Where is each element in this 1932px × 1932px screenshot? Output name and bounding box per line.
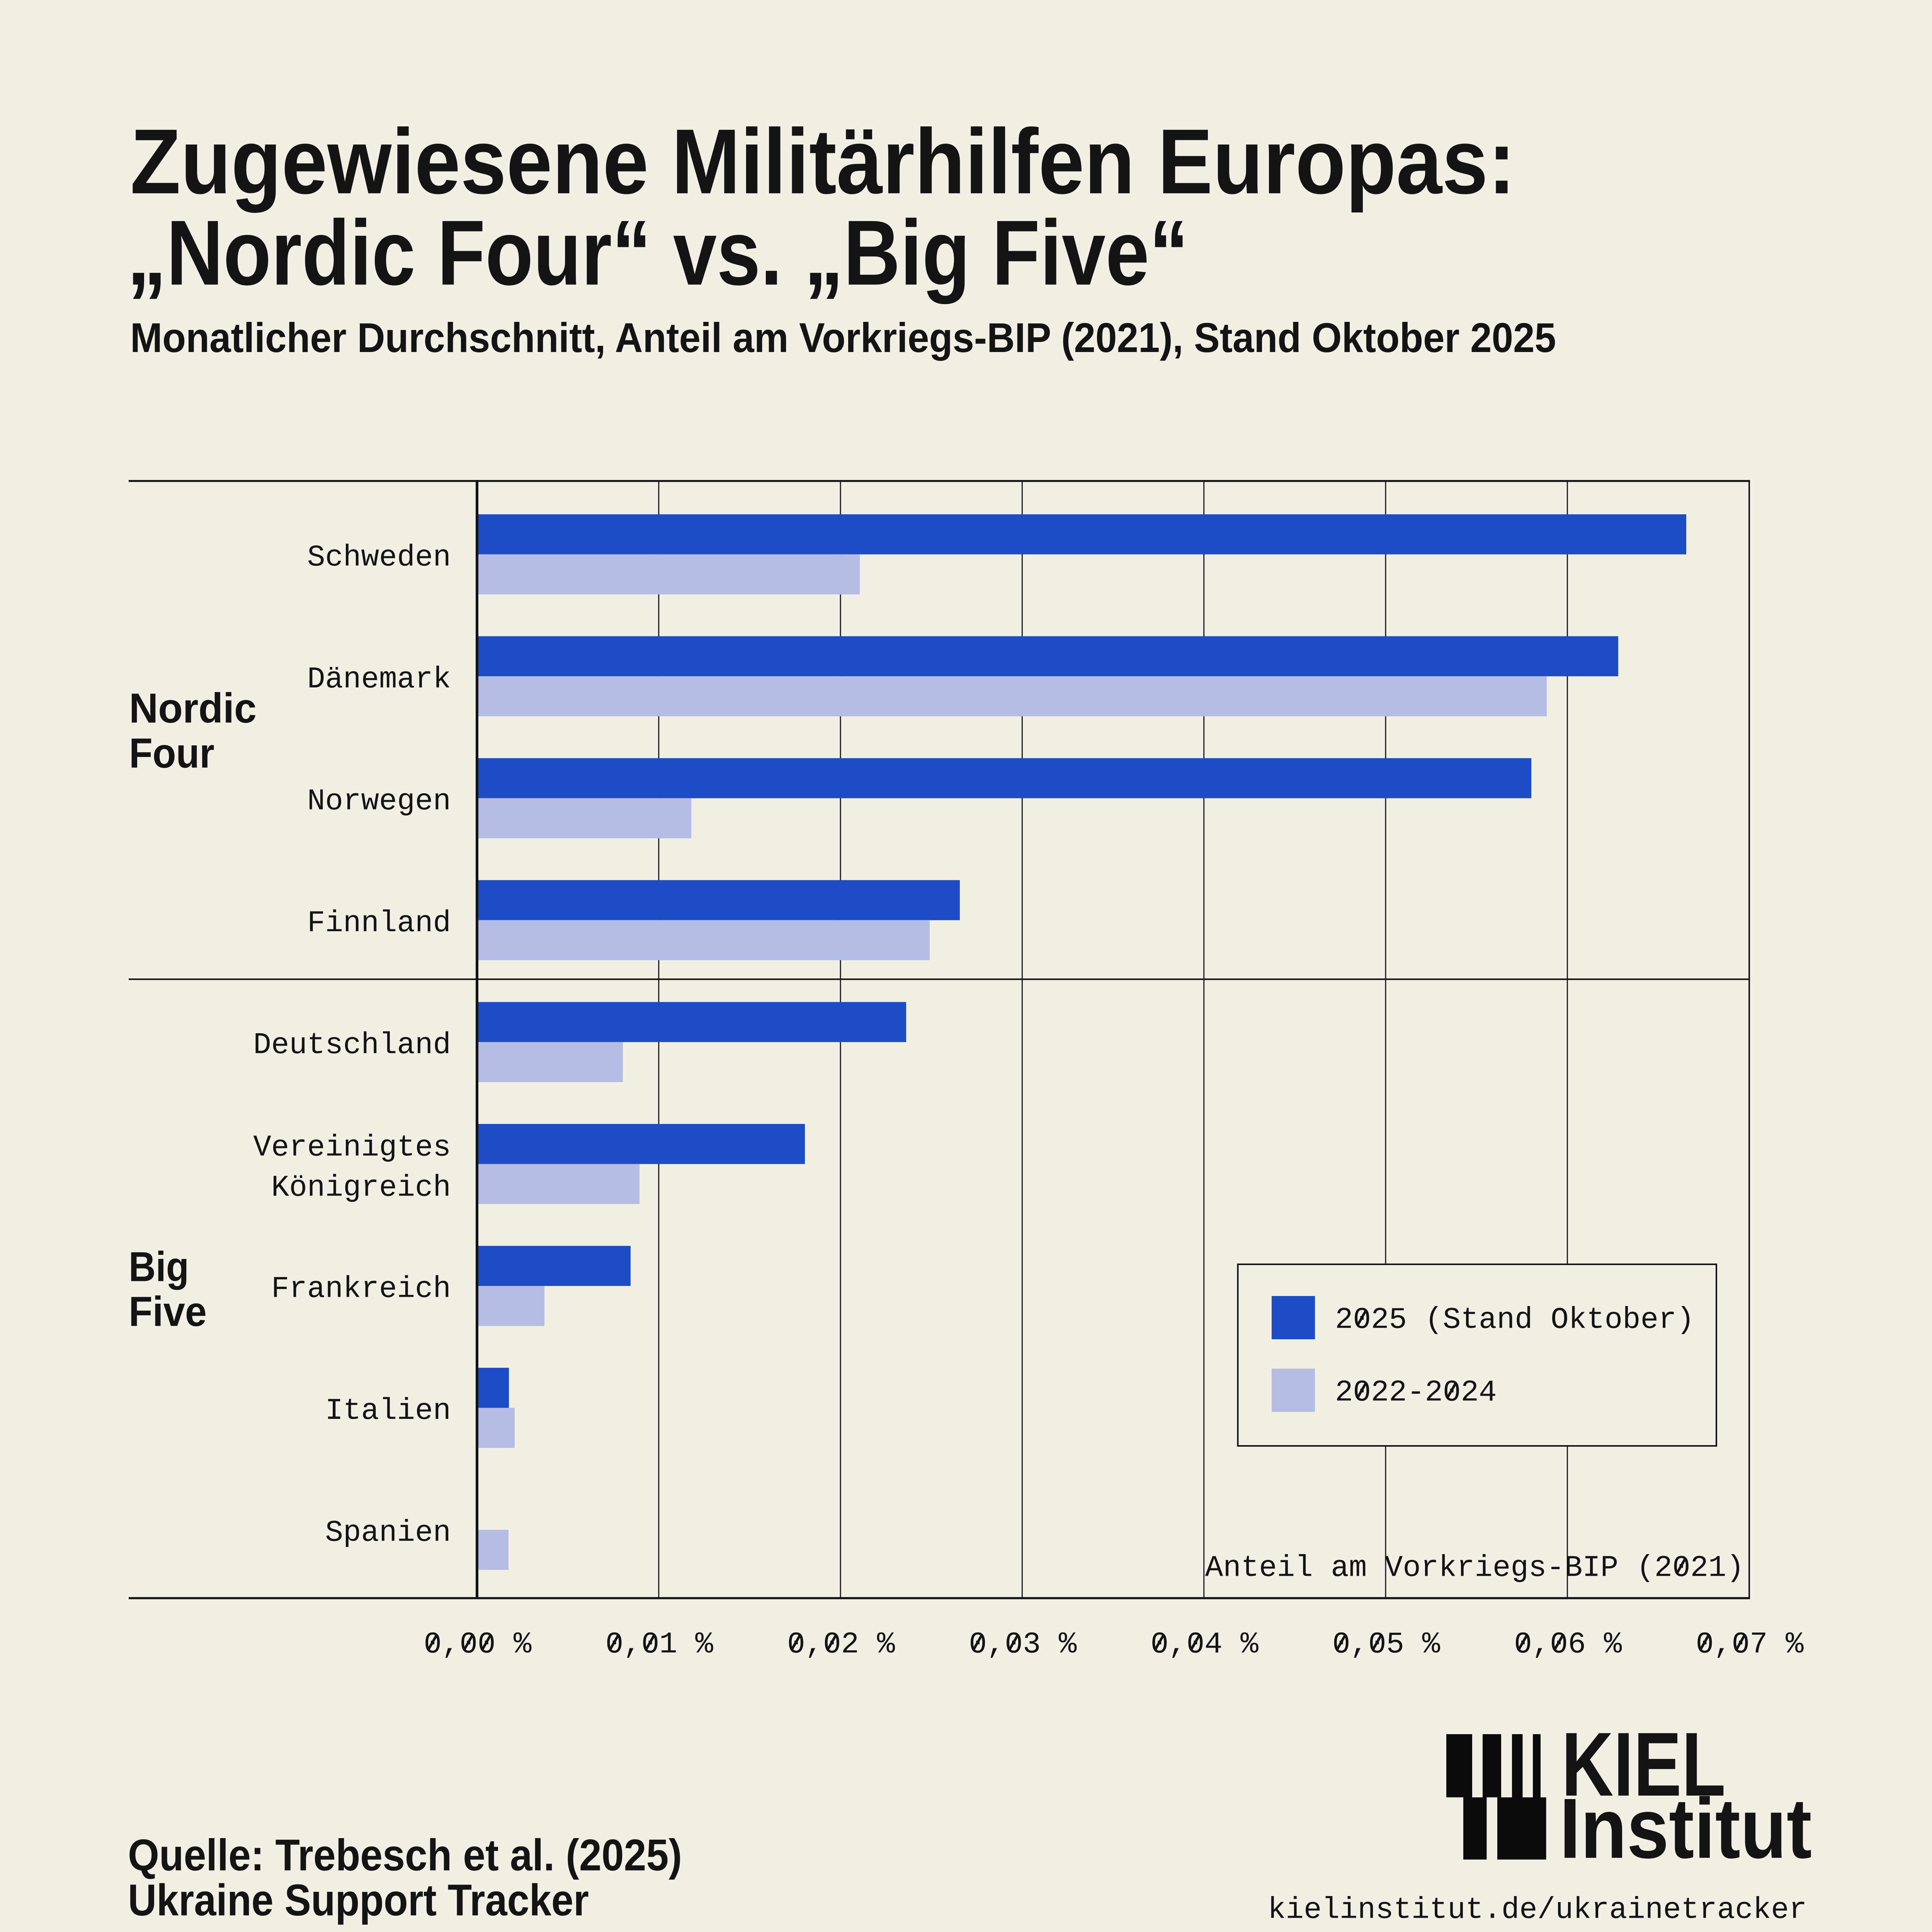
svg-text:2022-2024: 2022-2024 <box>1335 1376 1497 1410</box>
svg-text:Norwegen: Norwegen <box>307 784 451 818</box>
svg-text:0,04 %: 0,04 % <box>1151 1628 1259 1662</box>
svg-text:kielinstitut.de/ukrainetracker: kielinstitut.de/ukrainetracker <box>1268 1893 1807 1927</box>
svg-text:Zugewiesene Militärhilfen Euro: Zugewiesene Militärhilfen Europas: <box>130 110 1515 213</box>
svg-text:Deutschland: Deutschland <box>253 1029 451 1063</box>
svg-text:2025 (Stand Oktober): 2025 (Stand Oktober) <box>1335 1303 1694 1337</box>
svg-text:Schweden: Schweden <box>307 541 451 575</box>
svg-text:Big: Big <box>129 1243 189 1291</box>
svg-text:Nordic: Nordic <box>129 685 257 732</box>
svg-text:Italien: Italien <box>325 1394 451 1428</box>
svg-text:Four: Four <box>129 730 214 777</box>
svg-text:Spanien: Spanien <box>325 1516 451 1550</box>
svg-text:Frankreich: Frankreich <box>271 1272 451 1306</box>
svg-text:Ukraine Support Tracker: Ukraine Support Tracker <box>128 1876 589 1925</box>
svg-text:0,06 %: 0,06 % <box>1514 1628 1622 1662</box>
svg-text:„Nordic Four“ vs. „Big Five“: „Nordic Four“ vs. „Big Five“ <box>127 201 1189 304</box>
svg-text:Quelle: Trebesch et al. (2025): Quelle: Trebesch et al. (2025) <box>128 1831 682 1880</box>
svg-text:KIEL: KIEL <box>1561 1713 1726 1815</box>
svg-text:Königreich: Königreich <box>271 1171 451 1205</box>
svg-text:Monatlicher Durchschnitt, Ante: Monatlicher Durchschnitt, Anteil am Vork… <box>130 314 1556 361</box>
svg-text:Anteil am Vorkriegs-BIP (2021): Anteil am Vorkriegs-BIP (2021) <box>1205 1551 1744 1585</box>
svg-text:Vereinigtes: Vereinigtes <box>253 1131 451 1165</box>
svg-text:0,01 %: 0,01 % <box>605 1628 714 1662</box>
svg-text:0,00 %: 0,00 % <box>423 1628 532 1662</box>
svg-text:0,02 %: 0,02 % <box>787 1628 895 1662</box>
svg-text:0,05 %: 0,05 % <box>1332 1628 1440 1662</box>
svg-text:Institut: Institut <box>1560 1781 1812 1876</box>
svg-text:0,07 %: 0,07 % <box>1696 1628 1804 1662</box>
svg-text:Dänemark: Dänemark <box>307 663 451 697</box>
svg-text:0,03 %: 0,03 % <box>969 1628 1077 1662</box>
svg-text:Five: Five <box>129 1288 207 1335</box>
svg-text:Finnland: Finnland <box>307 906 451 940</box>
